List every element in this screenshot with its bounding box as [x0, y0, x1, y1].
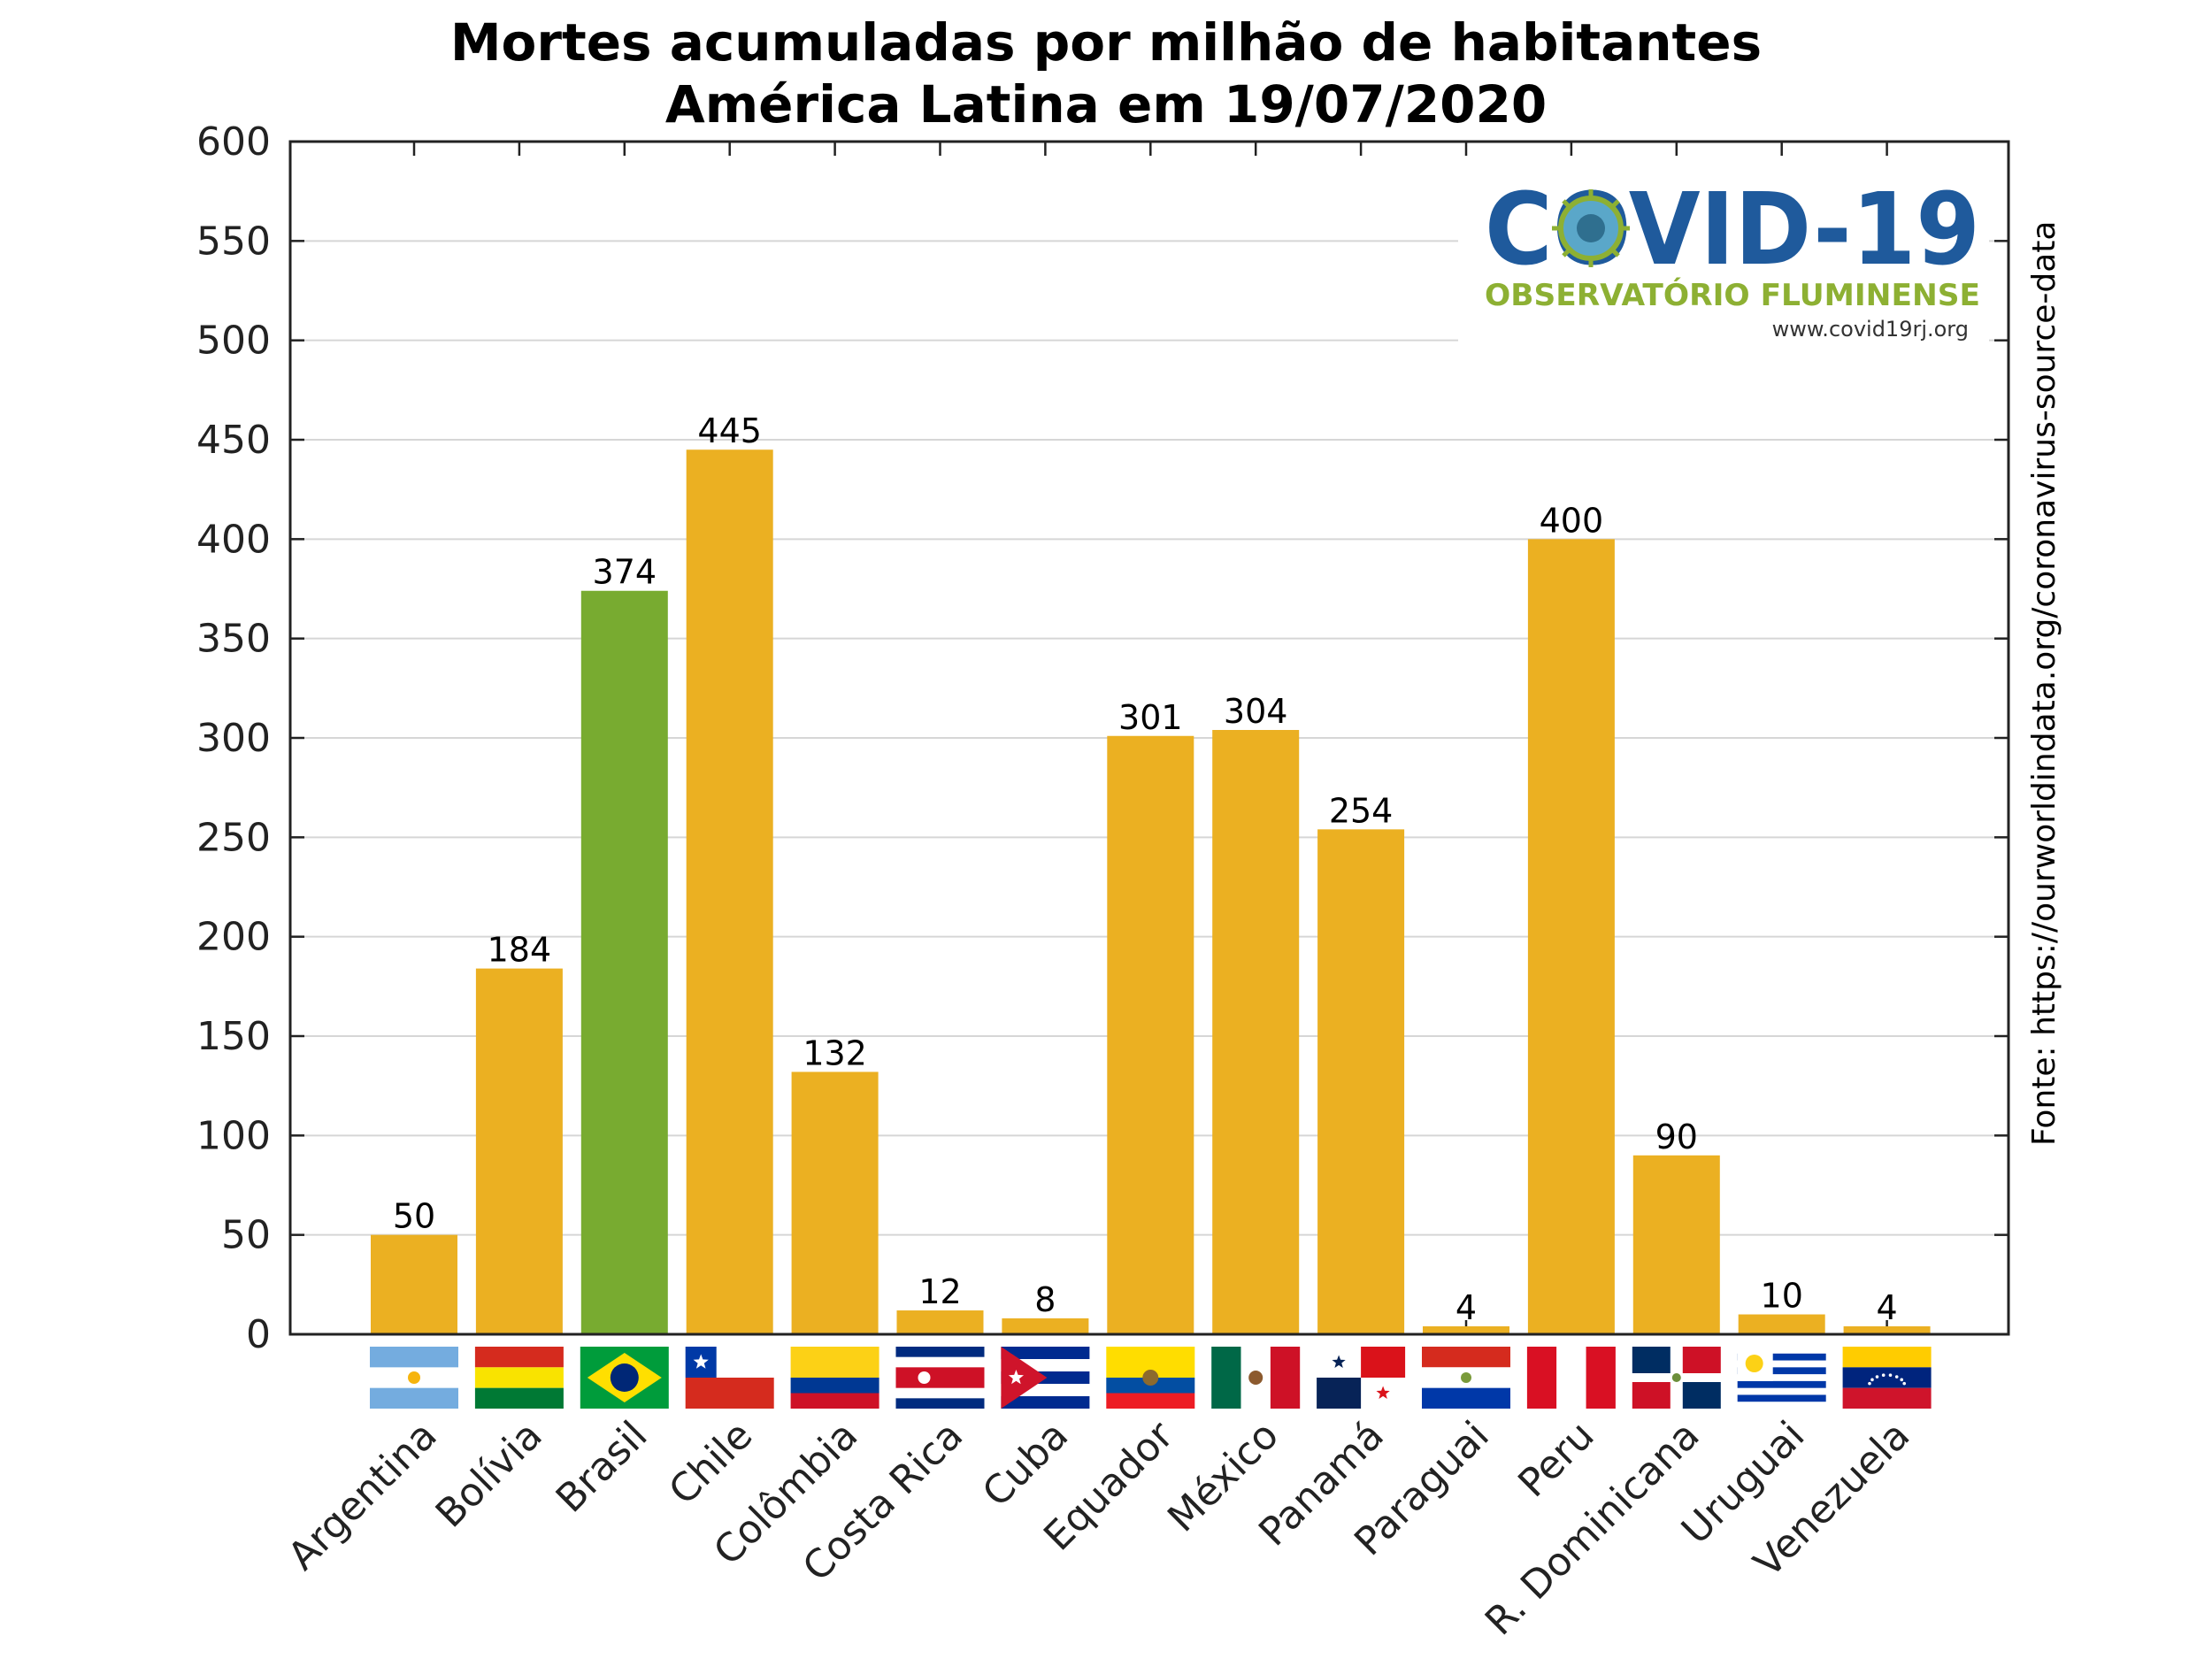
bar — [896, 1310, 984, 1334]
bar-value-label: 374 — [593, 553, 657, 592]
colombia-flag-icon — [790, 1347, 879, 1409]
bar-value-label: 301 — [1118, 698, 1183, 737]
bar-value-label: 184 — [488, 931, 552, 970]
chart-title: Mortes acumuladas por milhão de habitant… — [450, 12, 1762, 73]
bar — [1107, 735, 1194, 1334]
x-category-label: Chile — [661, 1413, 762, 1514]
bar-value-label: 10 — [1761, 1277, 1803, 1316]
y-tick-label: 200 — [196, 915, 271, 960]
costa-rica-flag-icon — [895, 1347, 985, 1409]
bar — [1738, 1314, 1825, 1334]
y-tick-label: 100 — [196, 1113, 271, 1158]
panama-flag-icon — [1317, 1347, 1406, 1409]
bar-value-label: 304 — [1224, 692, 1288, 731]
bar — [475, 968, 563, 1334]
y-tick-label: 450 — [196, 418, 271, 463]
y-tick-label: 550 — [196, 219, 271, 264]
chart-subtitle: América Latina em 19/07/2020 — [665, 74, 1547, 134]
y-tick-label: 50 — [221, 1213, 271, 1258]
y-tick-label: 250 — [196, 815, 271, 860]
bar — [1317, 829, 1405, 1334]
y-tick-label: 150 — [196, 1014, 271, 1059]
bar — [1843, 1326, 1931, 1334]
plot-frame — [288, 140, 2010, 1336]
bar-value-label: 445 — [697, 411, 762, 450]
bar — [1212, 730, 1300, 1334]
x-category-label: Argentina — [280, 1413, 446, 1579]
bar-value-label: 4 — [1455, 1288, 1477, 1327]
flag-row — [370, 1347, 1932, 1409]
bar-value-label: 4 — [1877, 1288, 1898, 1327]
uruguay-flag-icon — [1737, 1347, 1826, 1409]
chile-flag-icon — [685, 1347, 774, 1409]
venezuela-flag-icon — [1842, 1347, 1932, 1409]
argentina-flag-icon — [370, 1347, 458, 1409]
bar — [1632, 1155, 1720, 1334]
y-tick-label: 0 — [246, 1312, 271, 1357]
bar-value-label: 8 — [1034, 1280, 1056, 1319]
bar-value-label: 90 — [1655, 1118, 1698, 1156]
brazil-flag-icon — [580, 1347, 669, 1409]
x-category-label: Brasil — [548, 1413, 657, 1522]
y-tick-label: 500 — [196, 319, 271, 364]
bar — [1002, 1318, 1089, 1334]
y-tick-label: 350 — [196, 617, 271, 662]
bar-value-label: 132 — [803, 1033, 867, 1072]
virus-icon — [1552, 189, 1630, 267]
bar-value-label: 50 — [393, 1197, 435, 1236]
x-category-label: Peru — [1509, 1413, 1602, 1506]
ecuador-flag-icon — [1106, 1347, 1195, 1409]
bolivia-flag-icon — [474, 1347, 564, 1409]
bar — [371, 1234, 457, 1334]
bar — [791, 1071, 879, 1334]
bars — [371, 449, 1931, 1334]
y-tick-label: 300 — [196, 716, 271, 761]
bar — [1527, 539, 1615, 1334]
logo-subtitle: OBSERVATÓRIO FLUMINENSE — [1485, 277, 1980, 313]
y-tick-label: 600 — [196, 119, 271, 165]
covid19-logo: COVID-19 OBSERVATÓRIO FLUMINENSE www.cov… — [1458, 168, 1989, 345]
x-category-label: Bolívia — [427, 1413, 551, 1537]
bar — [580, 590, 668, 1334]
mexico-flag-icon — [1211, 1347, 1301, 1409]
bar-value-label: 400 — [1540, 501, 1604, 540]
bar — [1423, 1326, 1509, 1334]
peru-flag-icon — [1526, 1347, 1616, 1409]
paraguay-flag-icon — [1422, 1347, 1510, 1409]
source-note: Fonte: https://ourworldindata.org/corona… — [2026, 221, 2062, 1146]
dominican-republic-flag-icon — [1632, 1347, 1721, 1409]
bar-value-label: 254 — [1329, 791, 1394, 830]
logo-url: www.covid19rj.org — [1772, 317, 1969, 342]
bar-value-label: 12 — [918, 1272, 961, 1311]
y-tick-label: 400 — [196, 517, 271, 562]
x-category-label: Cuba — [974, 1413, 1077, 1516]
cuba-flag-icon — [1001, 1347, 1090, 1409]
bar — [686, 449, 773, 1334]
value-labels: 50 184 374 445 132 12 8 301 304 254 4 400 90 10 4 — [393, 411, 1898, 1327]
